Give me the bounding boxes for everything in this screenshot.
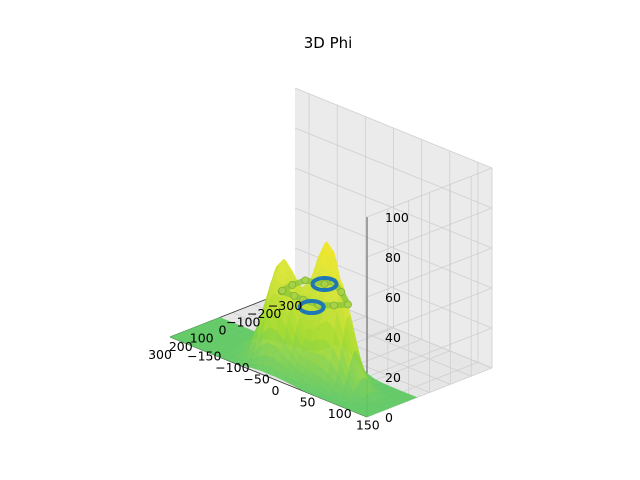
gridline [294,167,493,249]
gridline [294,87,493,169]
y-tick-label: −50 [243,372,269,387]
gridline [294,207,493,289]
chart-title: 3D Phi [304,34,353,52]
path-point [301,276,310,285]
x-tick-label: 200 [169,339,193,354]
y-tick-label: −100 [215,360,249,375]
x-tick-label: 100 [190,331,214,346]
z-tick-label: 20 [385,370,401,385]
path-point [337,288,346,296]
y-tick-label: 0 [272,383,280,398]
path-point [288,281,297,289]
path-point [330,301,338,310]
path-point [320,280,329,288]
y-tick-label: 50 [300,394,316,409]
gridline [366,207,493,258]
z-tick-label: 0 [385,410,393,425]
ring-marker [297,299,326,316]
z-tick-label: 100 [385,210,409,225]
gridline [294,127,493,209]
z-tick-label: 40 [385,330,401,345]
y-tick-label: −150 [187,349,221,364]
z-tick-label: 80 [385,250,401,265]
y-tick-label: 150 [356,417,380,432]
gridline [366,287,493,338]
surface-cell [169,335,180,341]
path-point [290,291,299,300]
x-tick-label: −300 [268,298,302,313]
x-tick-label: 300 [148,347,172,362]
x-tick-label: −100 [226,314,260,329]
x-tick-label: 0 [219,323,227,338]
ring-marker [310,276,339,293]
path-point [344,300,352,309]
x-tick-label: −200 [247,306,281,321]
z-tick-label: 60 [385,290,401,305]
data-series [277,276,352,316]
gridline [366,247,493,298]
path-point [278,286,287,295]
gridline [366,327,493,378]
gridline [366,167,493,218]
y-tick-label: 100 [328,406,352,421]
